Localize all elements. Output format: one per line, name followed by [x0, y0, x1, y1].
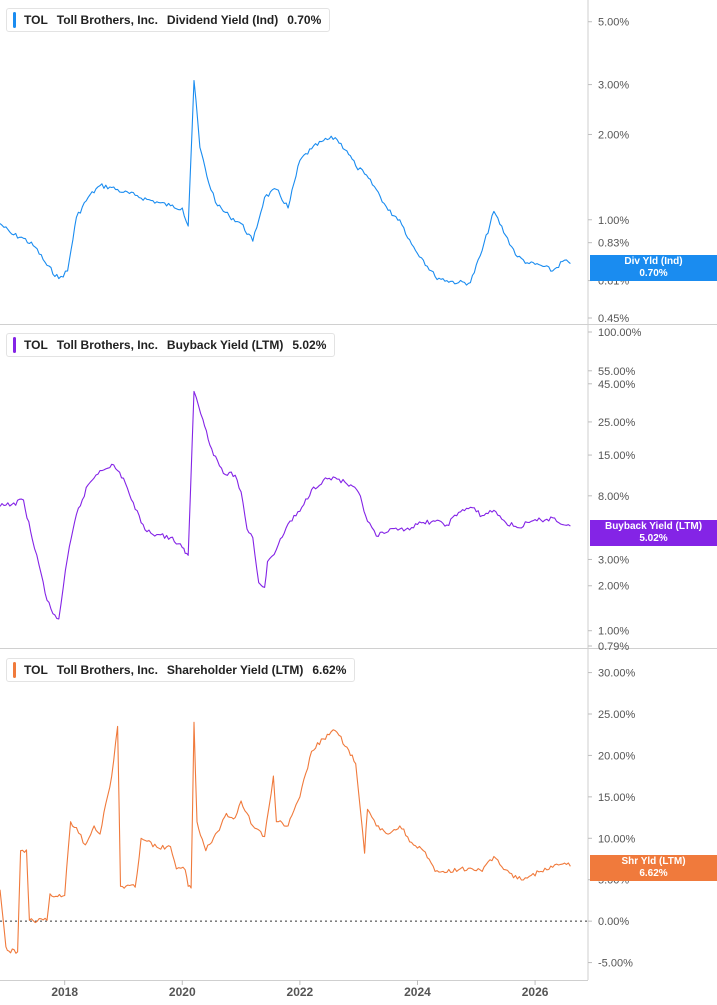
legend-metric: Dividend Yield (Ind): [166, 13, 279, 27]
y-tick-label: 55.00%: [598, 366, 636, 378]
y-tick-label: 0.83%: [598, 238, 629, 250]
legend-buyback-yield[interactable]: TOL Toll Brothers, Inc. Buyback Yield (L…: [6, 333, 336, 357]
legend-company: Toll Brothers, Inc.: [56, 338, 158, 352]
tag-value: 0.70%: [639, 268, 668, 279]
tag-label: Buyback Yield (LTM): [604, 521, 703, 532]
y-tick-label: 25.00%: [598, 417, 636, 429]
y-tick-label: 15.00%: [598, 792, 636, 804]
tag-value: 6.62%: [639, 868, 668, 879]
legend-value: 0.70%: [287, 13, 322, 27]
x-tick-label: 2024: [404, 985, 431, 999]
y-tick-label: 30.00%: [598, 668, 636, 680]
last-value-tag-buyback: Buyback Yield (LTM) 5.02%: [590, 520, 717, 546]
legend-shareholder-yield[interactable]: TOL Toll Brothers, Inc. Shareholder Yiel…: [6, 658, 356, 682]
tag-label: Div Yld (Ind): [624, 256, 683, 267]
tag-value: 5.02%: [639, 533, 668, 544]
tag-label: Shr Yld (LTM): [621, 856, 686, 867]
y-tick-label: -5.00%: [598, 958, 633, 970]
x-tick-label: 2026: [522, 985, 549, 999]
legend-value: 5.02%: [292, 338, 327, 352]
y-tick-label: 2.00%: [598, 581, 629, 593]
y-tick-label: 3.00%: [598, 80, 629, 92]
series-color-swatch: [13, 12, 16, 28]
legend-company: Toll Brothers, Inc.: [56, 663, 158, 677]
y-tick-label: 45.00%: [598, 379, 636, 391]
y-tick-label: 100.00%: [598, 327, 642, 339]
y-tick-label: 0.79%: [598, 641, 629, 653]
y-tick-label: 0.45%: [598, 313, 629, 325]
legend-ticker: TOL: [24, 13, 48, 27]
last-value-tag-dividend: Div Yld (Ind) 0.70%: [590, 255, 717, 281]
legend-dividend-yield[interactable]: TOL Toll Brothers, Inc. Dividend Yield (…: [6, 8, 331, 32]
y-tick-label: 15.00%: [598, 450, 636, 462]
series-color-swatch: [13, 662, 16, 678]
y-tick-label: 5.00%: [598, 17, 629, 29]
x-tick-label: 2022: [287, 985, 314, 999]
legend-metric: Buyback Yield (LTM): [166, 338, 284, 352]
series-line: [0, 79, 571, 286]
y-tick-label: 1.00%: [598, 626, 629, 638]
y-tick-label: 20.00%: [598, 750, 636, 762]
x-tick-label: 2018: [51, 985, 78, 999]
legend-ticker: TOL: [24, 338, 48, 352]
series-line: [0, 390, 571, 620]
x-tick-label: 2020: [169, 985, 196, 999]
legend-company: Toll Brothers, Inc.: [56, 13, 158, 27]
y-tick-label: 0.00%: [598, 916, 629, 928]
y-tick-label: 1.00%: [598, 215, 629, 227]
y-tick-label: 3.00%: [598, 554, 629, 566]
y-tick-label: 25.00%: [598, 709, 636, 721]
legend-value: 6.62%: [312, 663, 347, 677]
y-tick-label: 10.00%: [598, 833, 636, 845]
legend-ticker: TOL: [24, 663, 48, 677]
series-color-swatch: [13, 337, 16, 353]
last-value-tag-shareholder: Shr Yld (LTM) 6.62%: [590, 855, 717, 881]
y-tick-label: 2.00%: [598, 129, 629, 141]
y-tick-label: 8.00%: [598, 491, 629, 503]
series-line: [0, 721, 571, 954]
legend-metric: Shareholder Yield (LTM): [166, 663, 304, 677]
